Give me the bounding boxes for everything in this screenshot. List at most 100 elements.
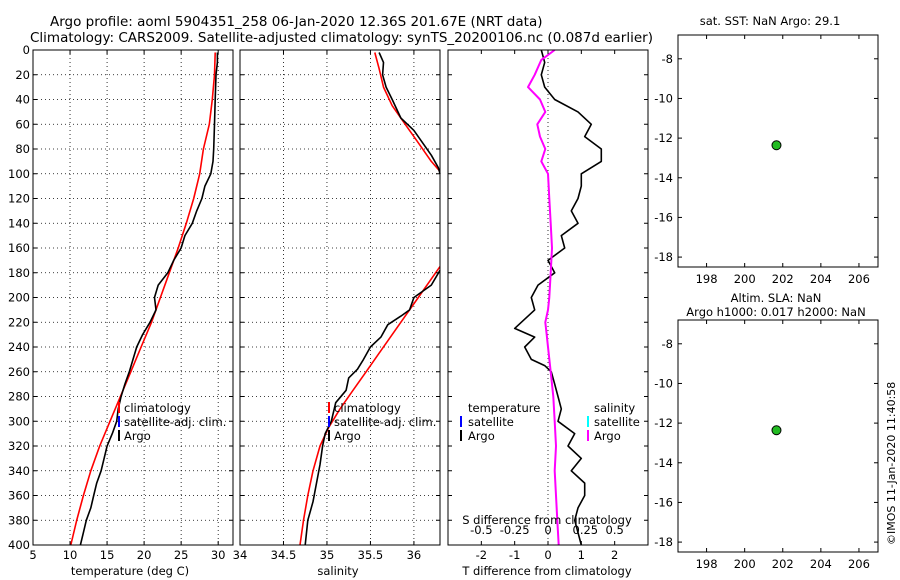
float-location-marker (771, 425, 782, 436)
y-tick-label: -10 (654, 91, 673, 105)
sla-map-panel: 198 200 202 204 206 -8 -10 -12 -14 -16 -18 (654, 319, 879, 571)
legend-label-t-satellite: satellite (468, 415, 514, 429)
x-tick-label: 198 (696, 272, 718, 286)
y-tick-label: 140 (8, 216, 30, 230)
difference-xlabel: T difference from climatology (461, 564, 632, 578)
y-tick-label: 300 (8, 414, 30, 428)
sst-map-panel: 198 200 202 204 206 -8 -10 -12 -14 -16 -18 (654, 34, 879, 286)
series-line-t-argo (513, 49, 603, 546)
sla-map-title-line1: Altim. SLA: NaN (731, 291, 822, 305)
y-tick-label: 320 (8, 439, 30, 453)
top-x-tick-label: -0.5 (470, 523, 492, 537)
y-tick-label: -8 (662, 337, 673, 351)
y-tick-label: 120 (8, 192, 30, 206)
top-x-tick-label: 0.5 (606, 523, 624, 537)
y-tick-label: 220 (8, 315, 30, 329)
x-tick-label: 204 (810, 557, 832, 571)
legend-label-argo: Argo (124, 429, 151, 443)
float-location-marker (771, 140, 782, 151)
y-tick-label: -8 (662, 52, 673, 66)
y-tick-label: 40 (15, 93, 30, 107)
legend-label-satellite: satellite-adj. clim. (334, 415, 436, 429)
timestamp-label: ©IMOS 11-Jan-2020 11:40:58 (885, 382, 898, 545)
y-tick-label: 20 (15, 68, 30, 82)
x-tick-label: 15 (100, 548, 115, 562)
x-tick-label: 198 (696, 557, 718, 571)
y-tick-label: 100 (8, 167, 30, 181)
x-tick-label: -2 (476, 548, 487, 562)
y-tick-label: -12 (654, 131, 673, 145)
difference-top-label: S difference from climatology (462, 513, 632, 527)
y-tick-label: 380 (8, 513, 30, 527)
difference-legend: temperature satellite Argo salinity sate… (460, 401, 640, 443)
x-tick-label: 5 (29, 548, 36, 562)
y-tick-label: 400 (8, 538, 30, 552)
legend-label-satellite: satellite-adj. clim. (124, 415, 226, 429)
y-tick-label: 80 (15, 142, 30, 156)
y-tick-label: 160 (8, 241, 30, 255)
x-tick-label: 34.5 (271, 548, 297, 562)
y-tick-label: -14 (654, 456, 673, 470)
y-tick-label: 280 (8, 390, 30, 404)
series-line-climatology-deep (299, 266, 441, 546)
salinity-legend: climatology satellite-adj. clim. Argo (328, 401, 436, 443)
y-tick-label: -14 (654, 171, 673, 185)
y-tick-label: 180 (8, 266, 30, 280)
x-tick-label: 0 (544, 548, 551, 562)
x-tick-label: 200 (734, 557, 756, 571)
legend-title-salinity: salinity (594, 401, 635, 415)
legend-label-climatology: climatology (124, 401, 191, 415)
x-tick-label: 20 (137, 548, 152, 562)
legend-label-s-satellite: satellite (594, 415, 640, 429)
y-tick-label: -10 (654, 376, 673, 390)
sst-map-title: sat. SST: NaN Argo: 29.1 (700, 14, 841, 28)
y-tick-label: -18 (654, 535, 673, 549)
difference-panel: -2 -1 0 1 2 -0.5 -0.25 0 0.25 0.5 (447, 49, 649, 562)
x-tick-label: -1 (509, 548, 520, 562)
x-tick-label: 204 (810, 272, 832, 286)
temperature-xlabel: temperature (deg C) (71, 564, 189, 578)
top-x-tick-label: 0 (544, 523, 551, 537)
top-x-tick-label: 0.25 (573, 523, 599, 537)
x-tick-label: 36 (407, 548, 422, 562)
x-tick-label: 206 (848, 557, 870, 571)
x-tick-label: 202 (772, 557, 794, 571)
x-tick-label: 35.5 (358, 548, 384, 562)
x-tick-label: 35 (320, 548, 335, 562)
y-tick-label: 240 (8, 340, 30, 354)
x-tick-label: 30 (211, 548, 226, 562)
map-frame (677, 319, 879, 553)
y-tick-label: 260 (8, 365, 30, 379)
legend-label-s-argo: Argo (594, 429, 621, 443)
x-tick-label: 10 (63, 548, 78, 562)
temperature-legend: climatology satellite-adj. clim. Argo (118, 401, 226, 443)
y-tick-label: -18 (654, 250, 673, 264)
series-line-s-argo (527, 49, 560, 546)
sla-map-title-line2: Argo h1000: 0.017 h2000: NaN (686, 305, 865, 319)
y-tick-label: 200 (8, 291, 30, 305)
x-tick-label: 202 (772, 272, 794, 286)
x-tick-label: 2 (611, 548, 618, 562)
series-line-climatology (70, 52, 216, 546)
x-tick-label: 1 (578, 548, 585, 562)
x-tick-label: 206 (848, 272, 870, 286)
x-tick-label: 34 (233, 548, 248, 562)
legend-label-climatology: climatology (334, 401, 401, 415)
salinity-panel: 34 34.5 35 35.5 36 (233, 49, 441, 562)
y-tick-label: -16 (654, 210, 673, 224)
x-tick-label: 200 (734, 272, 756, 286)
series-line-argo (378, 52, 441, 175)
figure-title-line1: Argo profile: aoml 5904351_258 06-Jan-20… (50, 14, 542, 30)
map-frame (677, 34, 879, 268)
legend-label-t-argo: Argo (468, 429, 495, 443)
top-x-tick-label: -0.25 (500, 523, 530, 537)
y-tick-label: 0 (23, 43, 30, 57)
series-line-argo (79, 52, 219, 546)
series-line-argo-deep (304, 269, 441, 546)
y-tick-label: 340 (8, 464, 30, 478)
y-tick-label: -12 (654, 416, 673, 430)
temperature-panel: 5 10 15 20 25 3002040608010012014016018020022… (8, 43, 234, 562)
salinity-xlabel: salinity (317, 564, 358, 578)
y-tick-label: 360 (8, 489, 30, 503)
